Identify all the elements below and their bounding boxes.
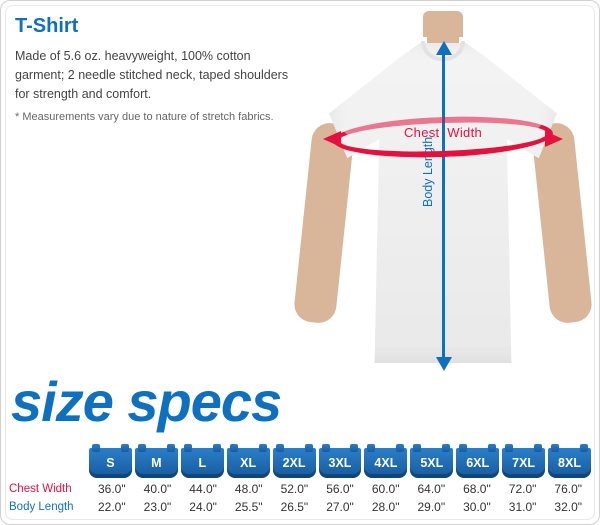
size-cell: 24.0" xyxy=(180,500,226,514)
size-chip: 8XL xyxy=(548,448,591,478)
size-cell: 22.0" xyxy=(89,500,135,514)
size-chart-card: T-Shirt Made of 5.6 oz. heavyweight, 100… xyxy=(0,0,600,525)
size-table-header-row: SMLXL2XL3XL4XL5XL6XL7XL8XL xyxy=(89,448,591,478)
arrow-down-icon xyxy=(436,357,452,371)
size-cell: 68.0" xyxy=(454,482,500,496)
size-chip: 2XL xyxy=(273,448,316,478)
size-chip: 5XL xyxy=(410,448,453,478)
size-cell: 32.0" xyxy=(545,500,591,514)
size-cell: 44.0" xyxy=(180,482,226,496)
size-chip: 4XL xyxy=(364,448,407,478)
size-cell: 76.0" xyxy=(545,482,591,496)
size-cell: 30.0" xyxy=(454,500,500,514)
body-length-line xyxy=(442,49,445,361)
size-chip: 7XL xyxy=(502,448,545,478)
chest-width-label-b: Width xyxy=(439,125,482,140)
size-chip: M xyxy=(135,448,178,478)
row-cells: 22.0"23.0"24.0"25.5"26.5"27.0"28.0"29.0"… xyxy=(89,500,591,514)
size-chip: 6XL xyxy=(456,448,499,478)
size-cell: 23.0" xyxy=(135,500,181,514)
size-cell: 29.0" xyxy=(408,500,454,514)
size-specs-headline: size specs xyxy=(11,374,281,430)
size-cell: 25.5" xyxy=(226,500,272,514)
row-label-length: Body Length xyxy=(9,501,89,513)
row-label-chest: Chest Width xyxy=(9,483,89,495)
size-chip: S xyxy=(89,448,132,478)
size-cell: 31.0" xyxy=(500,500,546,514)
size-cell: 56.0" xyxy=(317,482,363,496)
size-table: SMLXL2XL3XL4XL5XL6XL7XL8XL Chest Width 3… xyxy=(9,448,591,514)
size-cell: 72.0" xyxy=(500,482,546,496)
chest-width-label-a: Chest xyxy=(404,125,439,140)
size-cell: 64.0" xyxy=(408,482,454,496)
tshirt-diagram: Body Length ChestWidth xyxy=(293,7,593,427)
size-chip: L xyxy=(181,448,224,478)
product-description: Made of 5.6 oz. heavyweight, 100% cotton… xyxy=(15,47,295,103)
product-title: T-Shirt xyxy=(15,15,78,38)
size-cell: 36.0" xyxy=(89,482,135,496)
table-row: Chest Width 36.0"40.0"44.0"48.0"52.0"56.… xyxy=(9,482,591,496)
size-cell: 48.0" xyxy=(226,482,272,496)
row-cells: 36.0"40.0"44.0"48.0"52.0"56.0"60.0"64.0"… xyxy=(89,482,591,496)
size-cell: 28.0" xyxy=(363,500,409,514)
size-chip: XL xyxy=(227,448,270,478)
mannequin-chin xyxy=(423,11,463,37)
table-row: Body Length 22.0"23.0"24.0"25.5"26.5"27.… xyxy=(9,500,591,514)
size-cell: 52.0" xyxy=(272,482,318,496)
arrow-up-icon xyxy=(436,41,452,55)
size-cell: 27.0" xyxy=(317,500,363,514)
measurement-footnote: * Measurements vary due to nature of str… xyxy=(15,111,274,123)
size-cell: 40.0" xyxy=(135,482,181,496)
size-chip: 3XL xyxy=(319,448,362,478)
chest-width-label: ChestWidth xyxy=(293,125,593,140)
size-cell: 26.5" xyxy=(272,500,318,514)
size-cell: 60.0" xyxy=(363,482,409,496)
